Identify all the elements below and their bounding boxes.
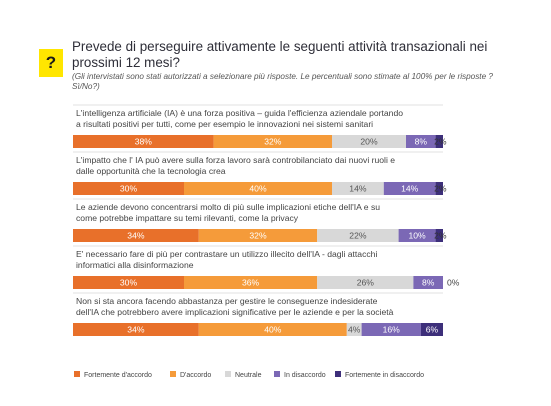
category-label: E' necessario fare di più per contrastar…: [76, 249, 377, 259]
category-label: a risultati positivi per tutti, come per…: [76, 119, 373, 129]
category-label: informatici alla disinformazione: [76, 260, 194, 270]
data-label: 32%: [249, 231, 267, 241]
data-label: 38%: [135, 137, 153, 147]
bar-segment: [398, 229, 436, 242]
data-label: 10%: [408, 231, 426, 241]
data-label: 32%: [264, 137, 282, 147]
bar-segment: [346, 323, 362, 336]
data-label: 2%: [434, 137, 447, 147]
legend-swatch: [335, 371, 341, 377]
bar-segment: [435, 182, 443, 195]
bar-segment: [383, 182, 436, 195]
data-label: 34%: [127, 325, 145, 335]
category-label: dell'IA che potrebbero avere implicazion…: [76, 307, 394, 317]
data-label: 40%: [264, 325, 282, 335]
data-label: 40%: [249, 184, 267, 194]
data-label: 34%: [127, 231, 145, 241]
bar-segment: [435, 229, 443, 242]
bar-segment: [73, 182, 184, 195]
category-label: L'impatto che l' IA può avere sulla forz…: [76, 155, 395, 165]
bar-segment: [420, 323, 443, 336]
data-label: 16%: [383, 325, 401, 335]
bar-segment: [361, 323, 421, 336]
data-label: 8%: [415, 137, 428, 147]
legend-entry: Fortemente in disaccordo: [345, 372, 424, 379]
category-label: Non si sta ancora facendo abbastanza per…: [76, 296, 378, 306]
bar-segment: [184, 182, 332, 195]
bar-segment: [198, 323, 347, 336]
bar-segment: [317, 276, 414, 289]
legend-entry: Neutrale: [235, 372, 262, 379]
bar-segment: [413, 276, 443, 289]
bar-segment: [198, 229, 318, 242]
legend-swatch: [74, 371, 80, 377]
legend-swatch: [274, 371, 280, 377]
bar-segment: [332, 182, 384, 195]
category-label: dalle opportunità che la tecnologia crea: [76, 166, 226, 176]
legend-swatch: [170, 371, 176, 377]
data-label: 20%: [360, 137, 378, 147]
data-label: 4%: [348, 325, 361, 335]
bar-segment: [73, 135, 214, 148]
chart-title: Prevede di perseguire attivamente le seg…: [72, 39, 488, 70]
data-label: 2%: [434, 231, 447, 241]
question-badge: ?: [39, 49, 63, 77]
data-label: 2%: [434, 184, 447, 194]
data-label: 0%: [447, 278, 460, 288]
data-label: 14%: [349, 184, 367, 194]
bar-segment: [317, 229, 399, 242]
bar-segment: [435, 135, 443, 148]
chart-subtitle: (Gli intervistati sono stati autorizzati…: [72, 72, 493, 91]
data-label: 30%: [120, 184, 138, 194]
bar-segment: [184, 276, 318, 289]
data-label: 30%: [120, 278, 138, 288]
legend-swatch: [225, 371, 231, 377]
category-label: come potrebbe impattare su temi rilevant…: [76, 213, 299, 223]
data-label: 14%: [401, 184, 419, 194]
data-label: 22%: [349, 231, 367, 241]
bar-segment: [213, 135, 332, 148]
legend-entry: Fortemente d'accordo: [84, 372, 152, 379]
data-label: 26%: [357, 278, 375, 288]
category-label: L'intelligenza artificiale (IA) è una fo…: [76, 108, 403, 118]
legend-entry: In disaccordo: [284, 372, 326, 379]
bar-segment: [406, 135, 436, 148]
bar-segment: [73, 323, 199, 336]
category-label: Le aziende devono concentrarsi molto di …: [76, 202, 380, 212]
bar-segment: [73, 229, 199, 242]
data-label: 6%: [426, 325, 439, 335]
data-label: 36%: [242, 278, 260, 288]
bar-segment: [332, 135, 406, 148]
bar-segment: [73, 276, 184, 289]
legend-entry: D'accordo: [180, 372, 211, 379]
data-label: 8%: [422, 278, 435, 288]
